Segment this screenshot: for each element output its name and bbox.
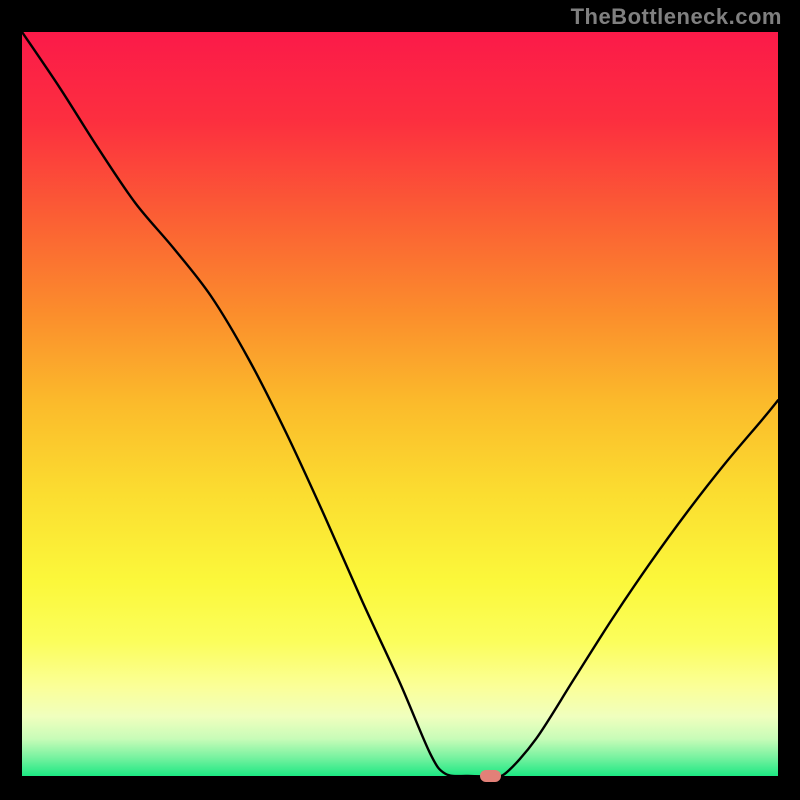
recommended-marker bbox=[480, 770, 501, 781]
watermark-text: TheBottleneck.com bbox=[571, 4, 782, 30]
plot-area bbox=[22, 32, 778, 776]
curve-overlay bbox=[22, 32, 778, 776]
chart-frame: TheBottleneck.com bbox=[0, 0, 800, 800]
